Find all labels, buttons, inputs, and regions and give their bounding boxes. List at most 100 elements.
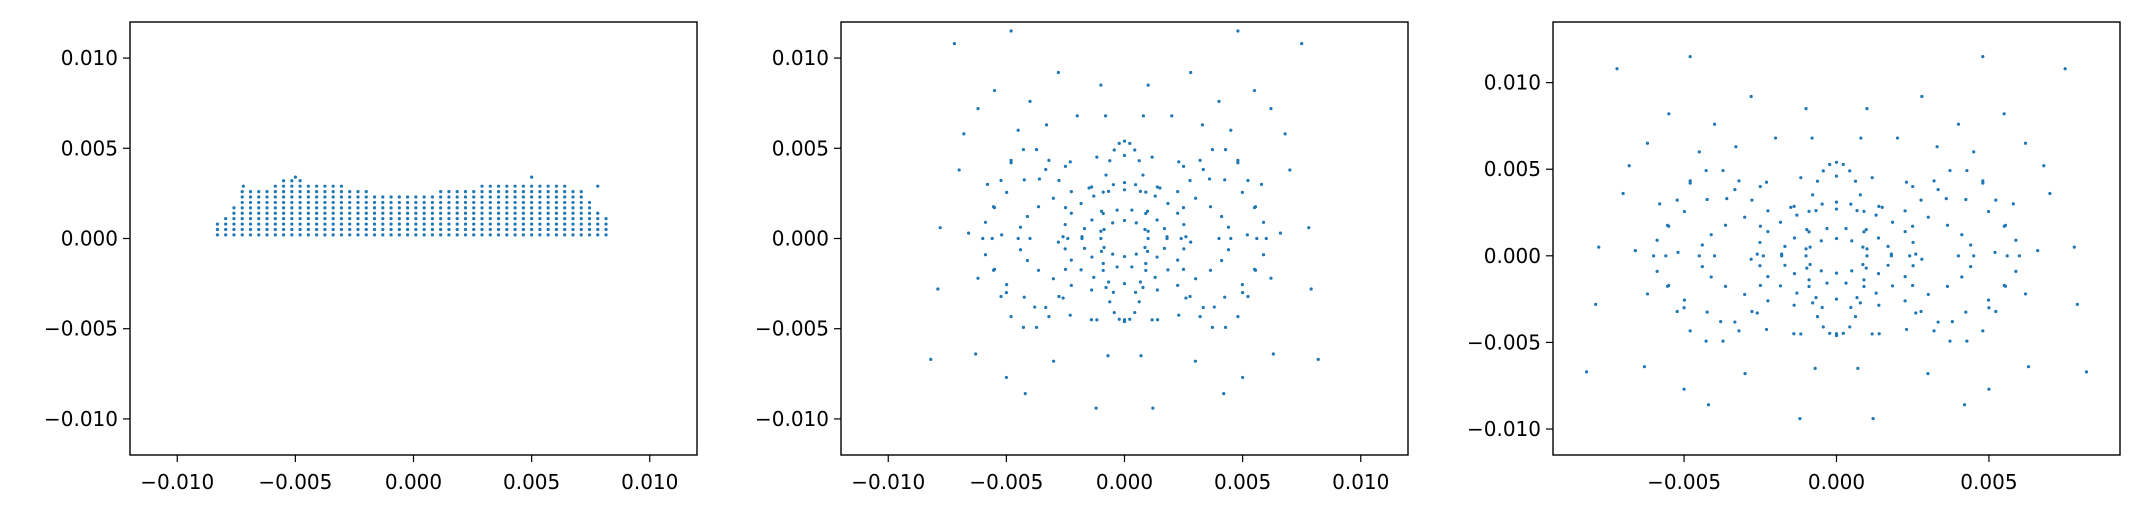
scatter-point bbox=[554, 227, 559, 232]
scatter-point bbox=[1926, 292, 1930, 297]
scatter-point bbox=[1805, 228, 1809, 232]
scatter-point bbox=[1056, 70, 1060, 75]
scatter-point bbox=[1144, 190, 1148, 194]
scatter-point bbox=[938, 226, 942, 230]
scatter-point bbox=[604, 222, 608, 226]
scatter-point bbox=[1783, 244, 1787, 248]
scatter-point bbox=[1814, 208, 1818, 213]
scatter-point bbox=[496, 227, 501, 232]
scatter-point bbox=[1117, 141, 1121, 145]
scatter-point bbox=[1220, 214, 1224, 219]
scatter-point bbox=[281, 233, 286, 237]
scatter-point bbox=[224, 233, 228, 237]
scatter-point bbox=[546, 184, 550, 188]
scatter-point bbox=[439, 217, 443, 221]
scatter-point bbox=[364, 195, 368, 199]
scatter-point bbox=[1849, 305, 1853, 310]
scatter-point bbox=[273, 227, 277, 232]
scatter-point bbox=[1705, 197, 1709, 202]
scatter-point bbox=[1858, 301, 1862, 305]
scatter-point bbox=[1229, 128, 1233, 132]
scatter-point bbox=[397, 227, 401, 232]
scatter-point bbox=[1795, 213, 1799, 217]
scatter-point bbox=[1069, 211, 1073, 215]
scatter-point bbox=[439, 227, 443, 232]
scatter-point bbox=[1278, 231, 1283, 235]
scatter-point bbox=[306, 211, 310, 215]
scatter-point bbox=[538, 211, 542, 215]
scatter-point bbox=[265, 200, 269, 205]
scatter-point bbox=[439, 189, 443, 194]
scatter-point bbox=[240, 222, 244, 226]
scatter-point bbox=[356, 211, 360, 215]
scatter-point bbox=[571, 206, 575, 210]
x-tick-label: −0.010 bbox=[140, 470, 214, 494]
scatter-point bbox=[1063, 222, 1067, 227]
scatter-point bbox=[447, 227, 451, 232]
scatter-point bbox=[1170, 114, 1174, 118]
scatter-point bbox=[1271, 352, 1275, 356]
scatter-point bbox=[1850, 269, 1854, 273]
scatter-point bbox=[1082, 246, 1087, 250]
y-tick-label: 0.010 bbox=[772, 46, 829, 70]
scatter-point bbox=[1092, 194, 1096, 198]
scatter-point bbox=[1911, 240, 1915, 245]
scatter-point bbox=[513, 211, 517, 215]
scatter-point bbox=[348, 211, 352, 215]
scatter-point bbox=[999, 178, 1003, 183]
scatter-point bbox=[488, 195, 492, 199]
scatter-point bbox=[1063, 164, 1068, 168]
scatter-point bbox=[538, 233, 542, 237]
x-tick-label: 0.010 bbox=[621, 470, 678, 494]
scatter-point bbox=[323, 184, 327, 188]
scatter-point bbox=[530, 184, 534, 188]
scatter-point bbox=[364, 189, 368, 194]
x-tick-label: −0.010 bbox=[851, 470, 925, 494]
scatter-point bbox=[1664, 254, 1668, 258]
scatter-point bbox=[1704, 168, 1708, 173]
scatter-point bbox=[1122, 188, 1127, 192]
scatter-point bbox=[1712, 122, 1717, 126]
scatter-point bbox=[1807, 284, 1811, 289]
scatter-point bbox=[1236, 315, 1240, 319]
scatter-point bbox=[1122, 282, 1127, 286]
scatter-point bbox=[1134, 221, 1138, 225]
scatter-point bbox=[1758, 184, 1762, 189]
scatter-point bbox=[1143, 245, 1147, 250]
y-tick-label: 0.005 bbox=[1484, 157, 1541, 181]
scatter-point bbox=[1862, 209, 1866, 213]
scatter-point bbox=[563, 233, 567, 237]
scatter-point bbox=[1229, 236, 1233, 241]
scatter-point bbox=[1252, 267, 1257, 271]
scatter-point bbox=[976, 276, 980, 280]
scatter-point bbox=[364, 222, 368, 226]
scatter-point bbox=[1676, 250, 1680, 254]
scatter-point bbox=[579, 217, 583, 221]
scatter-point bbox=[1246, 178, 1250, 183]
scatter-point bbox=[1184, 235, 1188, 239]
scatter-point bbox=[273, 217, 277, 221]
scatter-point bbox=[1750, 198, 1754, 202]
scatter-point bbox=[472, 222, 476, 226]
x-tick-label: 0.000 bbox=[385, 470, 442, 494]
scatter-point bbox=[356, 222, 360, 226]
scatter-point bbox=[1804, 107, 1808, 111]
scatter-point bbox=[248, 200, 253, 205]
scatter-point bbox=[455, 195, 459, 199]
scatter-point bbox=[356, 233, 360, 237]
scatter-point bbox=[1176, 283, 1180, 287]
scatter-point bbox=[1108, 159, 1112, 163]
scatter-point bbox=[1828, 331, 1832, 335]
scatter-point bbox=[546, 217, 550, 221]
scatter-point bbox=[1658, 202, 1662, 206]
scatter-point bbox=[232, 217, 236, 221]
scatter-point bbox=[1655, 269, 1659, 273]
y-tick-label: 0.010 bbox=[61, 46, 118, 70]
scatter-point bbox=[389, 233, 393, 237]
scatter-point bbox=[1179, 236, 1183, 241]
scatter-point bbox=[1144, 268, 1148, 273]
scatter-point bbox=[1122, 139, 1127, 143]
scatter-point bbox=[554, 195, 559, 199]
scatter-point bbox=[579, 222, 583, 226]
scatter-point bbox=[232, 233, 236, 237]
